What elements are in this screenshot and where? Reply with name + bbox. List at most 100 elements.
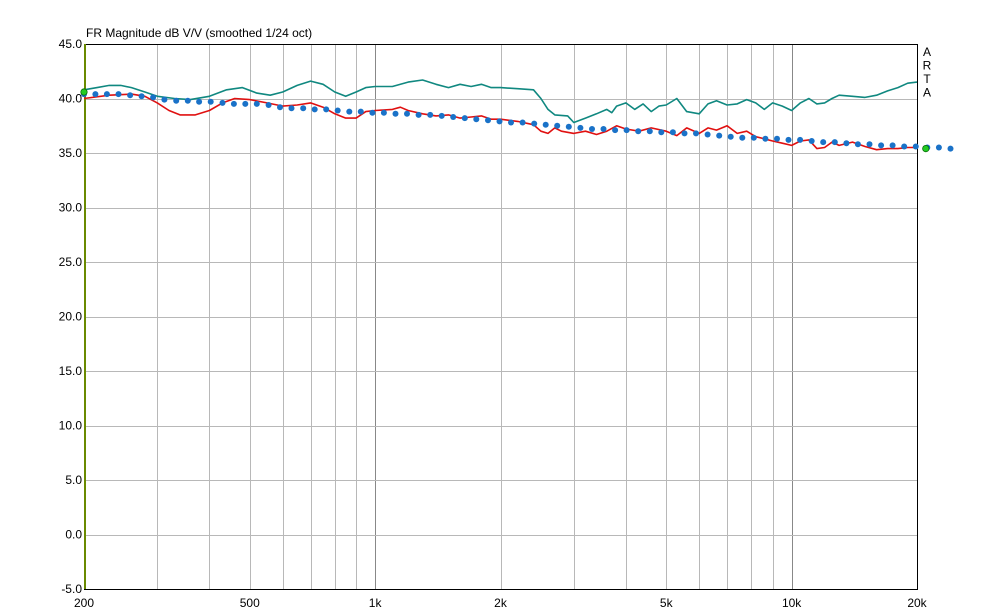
series-3-point [704, 131, 711, 138]
series-3-point [288, 105, 295, 112]
series-3-point [219, 99, 226, 106]
series-3-point [415, 111, 422, 118]
series-3-point [369, 109, 376, 116]
y-tick-labels: 45.0 40.0 35.0 30.0 25.0 20.0 15.0 10.0 5.0 0.0 -5… [59, 37, 83, 596]
x-tick-label: 500 [240, 596, 260, 610]
series-3-point [565, 123, 572, 130]
series-3-point [658, 129, 665, 136]
series-3-point [357, 108, 364, 115]
y-tick-label: 0.0 [65, 528, 82, 542]
series-3-point [115, 91, 122, 98]
series-3-point [797, 136, 804, 143]
y-tick-label: 15.0 [59, 364, 83, 378]
y-tick-label: 5.0 [65, 473, 82, 487]
series-3-point [461, 115, 468, 122]
series-3-point [774, 135, 780, 142]
series-3-point [912, 143, 919, 150]
series-3-point [519, 119, 526, 126]
chart-title: FR Magnitude dB V/V (smoothed 1/24 oct) [86, 26, 312, 40]
y-tick-label: 25.0 [59, 255, 83, 269]
watermark-letter: A [923, 86, 931, 100]
x-tick-label: 5k [660, 596, 674, 610]
series-3-point [727, 133, 734, 140]
series-3-point [947, 145, 954, 152]
series-3-point [878, 142, 885, 149]
series-3-point [589, 126, 595, 132]
series-3-point [184, 97, 191, 104]
series-3-point [843, 140, 850, 147]
series-3-point [450, 114, 457, 120]
series-3-point [380, 109, 387, 116]
series-3-point [404, 110, 410, 117]
series-3-point [196, 98, 203, 105]
series-3-point [230, 100, 237, 107]
series-3-point [277, 104, 283, 111]
series-3-point [173, 97, 180, 104]
cursor-marker [922, 145, 930, 153]
x-tick-label: 1k [369, 596, 383, 610]
x-tick-labels: 200 500 1k 2k 5k 10k 20k [74, 596, 928, 610]
series-3-point [346, 108, 353, 115]
series-3-point [554, 122, 561, 129]
series-3-point [577, 124, 584, 131]
series-3-point [92, 91, 99, 98]
series-3-point [542, 121, 549, 128]
series-3-point [901, 143, 908, 150]
series-3-point [600, 126, 607, 132]
y-tick-label: -5.0 [61, 582, 82, 596]
series-3-point [438, 112, 445, 119]
x-tick-label: 200 [74, 596, 94, 610]
series-3-point [669, 129, 676, 136]
y-tick-label: 10.0 [59, 419, 83, 433]
x-gridlines [84, 44, 918, 589]
watermark-letter: T [923, 72, 931, 86]
series-3-point [103, 91, 110, 98]
series-3-point [138, 93, 145, 100]
series-3-point [854, 141, 861, 148]
series-3-point [820, 139, 827, 146]
series-3-point [866, 141, 873, 148]
series-3-point [785, 136, 792, 143]
series-3-point [473, 116, 480, 123]
series-3-point [889, 142, 896, 149]
watermark-letter: R [923, 59, 932, 73]
series-3-point [635, 128, 642, 135]
x-tick-label: 2k [494, 596, 508, 610]
series-3-point [392, 110, 399, 117]
series-3-point [265, 102, 272, 108]
series-layer [81, 79, 954, 152]
series-3-point [300, 105, 307, 112]
series-3-point [739, 134, 746, 141]
series-3-point [150, 94, 157, 101]
x-tick-label: 10k [782, 596, 802, 610]
series-1-line [83, 79, 918, 124]
series-3-point [646, 128, 653, 135]
series-3-point [935, 144, 942, 151]
series-3-point [323, 106, 330, 113]
series-3-point [334, 107, 341, 114]
series-3-point [762, 135, 769, 142]
y-tick-label: 20.0 [59, 310, 83, 324]
series-3-point [750, 134, 757, 141]
x-tick-label: 20k [907, 596, 927, 610]
y-tick-label: 40.0 [59, 92, 83, 106]
y-tick-label: 30.0 [59, 201, 83, 215]
cursor-marker [80, 88, 88, 96]
series-3-point [427, 111, 434, 118]
series-3-point [612, 127, 619, 134]
series-3-point [242, 100, 249, 107]
y-tick-label: 35.0 [59, 146, 83, 160]
series-3-point [496, 118, 503, 125]
series-3-point [831, 139, 838, 146]
series-3-point [531, 120, 538, 127]
series-3-point [716, 132, 723, 139]
series-3-point [681, 130, 688, 137]
series-3-point [207, 98, 214, 105]
series-3-point [311, 106, 318, 113]
cursor-markers [80, 88, 930, 153]
watermark-letter: A [923, 45, 931, 59]
series-3-point [127, 92, 134, 99]
series-3-point [508, 119, 514, 126]
